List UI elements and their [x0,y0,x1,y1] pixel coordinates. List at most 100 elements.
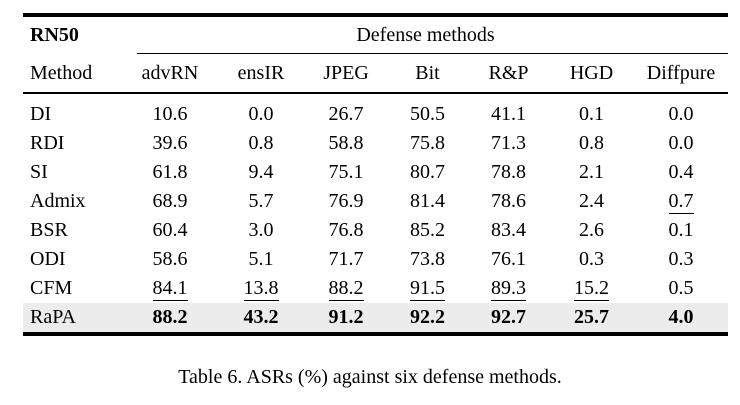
value-text: 0.1 [579,103,604,125]
value-text: 0.4 [668,161,694,183]
value-cell: 88.2 [305,274,387,303]
value-text: 75.8 [410,132,445,154]
top-rule [23,13,728,17]
value-cell: 84.1 [123,274,217,303]
value-cell: 88.2 [123,303,217,332]
value-cell: 0.3 [549,245,634,274]
value-cell: 76.9 [305,187,387,216]
value-text: 2.4 [579,190,604,212]
value-cell: 92.2 [387,303,468,332]
value-text: 0.0 [248,103,274,125]
value-text: 80.7 [410,161,445,183]
table-body: DI 10.6 0.0 26.7 50.5 41.1 0.1 0.0 RDI 39.6 0.8 58.… [23,94,728,332]
value-text: 60.4 [152,219,188,241]
value-text: 81.4 [410,190,445,212]
column-header-diffpure: Diffpure [646,61,716,84]
value-cell: 68.9 [123,187,217,216]
method-cell: DI [30,103,52,125]
value-cell: 0.1 [549,100,634,129]
value-text: 0.0 [668,103,694,125]
value-cell: 50.5 [387,100,468,129]
value-cell: 83.4 [468,216,549,245]
value-cell: 91.2 [305,303,387,332]
value-text: 13.8 [243,276,279,301]
value-text: 92.7 [491,306,526,328]
value-cell: 71.3 [468,129,549,158]
value-cell: 2.1 [549,158,634,187]
value-text: 88.2 [152,306,188,328]
value-text: 15.2 [574,276,609,301]
value-text: 76.9 [328,190,364,212]
value-cell: 0.0 [217,100,305,129]
bottom-rule [23,332,728,336]
value-cell: 0.1 [634,216,728,245]
column-header-hgd: HGD [569,61,614,84]
header-rule [23,92,728,94]
column-header-bit: Bit [415,61,440,84]
value-text: 0.1 [668,219,694,241]
table-row: RDI 39.6 0.8 58.8 75.8 71.3 0.8 0.0 [23,129,728,158]
method-cell: RDI [30,132,65,154]
value-text: 5.1 [248,248,274,270]
value-text: 71.7 [328,248,364,270]
value-text: 2.6 [579,219,604,241]
method-cell: RaPA [30,306,76,328]
table-row: ODI 58.6 5.1 71.7 73.8 76.1 0.3 0.3 [23,245,728,274]
value-cell: 75.1 [305,158,387,187]
value-cell: 0.4 [634,158,728,187]
value-cell: 0.8 [549,129,634,158]
value-text: 3.0 [248,219,274,241]
value-cell: 2.4 [549,187,634,216]
value-text: 0.0 [668,132,694,154]
value-text: 0.7 [668,189,694,214]
value-cell: 9.4 [217,158,305,187]
table-caption: Table 6. ASRs (%) against six defense me… [178,366,562,388]
value-text: 0.5 [668,277,694,299]
value-text: 88.2 [328,276,364,301]
value-cell: 89.3 [468,274,549,303]
value-text: 0.3 [668,248,694,270]
value-cell: 39.6 [123,129,217,158]
value-text: 76.1 [491,248,526,270]
defense-methods-label: Defense methods [356,24,495,46]
value-cell: 0.8 [217,129,305,158]
table-row: BSR 60.4 3.0 76.8 85.2 83.4 2.6 0.1 [23,216,728,245]
value-cell: 3.0 [217,216,305,245]
value-text: 0.3 [579,248,604,270]
value-text: 0.8 [248,132,274,154]
value-text: 92.2 [410,306,445,328]
value-cell: 78.8 [468,158,549,187]
value-cell: 2.6 [549,216,634,245]
value-text: 43.2 [243,306,279,328]
value-text: 89.3 [491,276,526,301]
results-table: RN50 Defense methods Method advRN ensIR … [23,13,728,336]
table-row: RaPA 88.2 43.2 91.2 92.2 92.7 25.7 4.0 [23,303,728,332]
value-cell: 5.1 [217,245,305,274]
value-cell: 60.4 [123,216,217,245]
value-text: 83.4 [491,219,526,241]
value-cell: 75.8 [387,129,468,158]
defense-methods-group: Defense methods [123,17,728,54]
value-cell: 0.7 [634,187,728,216]
table-row: SI 61.8 9.4 75.1 80.7 78.8 2.1 0.4 [23,158,728,187]
value-text: 73.8 [410,248,445,270]
table-row: CFM 84.1 13.8 88.2 91.5 89.3 15.2 0.5 [23,274,728,303]
column-header-advrn: advRN [141,61,199,84]
group-span-rule [137,52,728,54]
value-text: 76.8 [328,219,364,241]
value-cell: 0.0 [634,129,728,158]
value-text: 50.5 [410,103,445,125]
value-cell: 91.5 [387,274,468,303]
value-cell: 80.7 [387,158,468,187]
table-row: Admix 68.9 5.7 76.9 81.4 78.6 2.4 0.7 [23,187,728,216]
value-cell: 25.7 [549,303,634,332]
column-header-method: Method [30,61,93,84]
value-text: 58.6 [152,248,188,270]
value-cell: 78.6 [468,187,549,216]
value-cell: 41.1 [468,100,549,129]
column-header-ensir: ensIR [237,61,285,84]
table-group-row: RN50 Defense methods [23,17,728,54]
method-cell: SI [30,161,48,183]
value-cell: 0.0 [634,100,728,129]
